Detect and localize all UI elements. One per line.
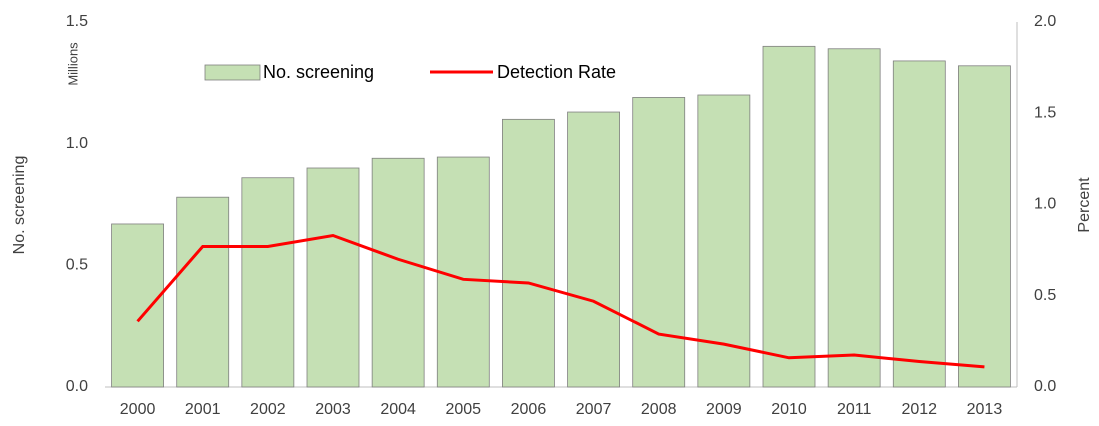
y-tick-label: 0.0 xyxy=(66,378,88,395)
bar xyxy=(762,45,816,388)
y-tick-label: 1.5 xyxy=(66,13,88,30)
bar xyxy=(632,97,686,388)
bar xyxy=(371,157,425,388)
x-tick-label: 2008 xyxy=(641,401,677,418)
legend-swatch xyxy=(204,64,261,81)
x-tick-label: 2004 xyxy=(380,401,416,418)
y-tick-label: 0.5 xyxy=(66,257,88,274)
bar xyxy=(892,60,946,388)
x-tick-label: 2002 xyxy=(250,401,286,418)
x-tick-label: 2010 xyxy=(771,401,807,418)
x-tick-label: 2000 xyxy=(120,401,156,418)
x-tick-label: 2007 xyxy=(576,401,612,418)
x-tick-label: 2006 xyxy=(511,401,547,418)
y2-tick-label: 1.5 xyxy=(1034,104,1056,121)
y2-axis-label: Percent xyxy=(1076,177,1093,233)
legend-label: Detection Rate xyxy=(497,62,616,82)
unit-annotation: Millions xyxy=(65,42,80,86)
x-tick-label: 2012 xyxy=(901,401,937,418)
x-tick-label: 2001 xyxy=(185,401,221,418)
y2-tick-label: 0.0 xyxy=(1034,378,1056,395)
bar xyxy=(502,118,555,388)
bar xyxy=(827,48,881,388)
x-tick-label: 2005 xyxy=(445,401,481,418)
y2-tick-label: 2.0 xyxy=(1034,13,1056,30)
bar xyxy=(697,94,751,388)
y-tick-label: 1.0 xyxy=(66,135,88,152)
bar xyxy=(306,167,360,388)
bar xyxy=(241,177,295,388)
x-tick-label: 2011 xyxy=(837,401,872,418)
line xyxy=(136,233,985,369)
bar xyxy=(111,223,164,388)
bar xyxy=(176,196,230,388)
y-axis-label: No. screening xyxy=(11,156,28,255)
y2-tick-label: 1.0 xyxy=(1034,196,1056,213)
y2-tick-label: 0.5 xyxy=(1034,287,1056,304)
x-tick-label: 2013 xyxy=(967,401,1003,418)
bar xyxy=(436,156,490,388)
x-tick-label: 2009 xyxy=(706,401,742,418)
legend-label: No. screening xyxy=(263,62,374,82)
bar xyxy=(958,65,1011,388)
x-tick-label: 2003 xyxy=(315,401,351,418)
bar xyxy=(567,111,620,388)
